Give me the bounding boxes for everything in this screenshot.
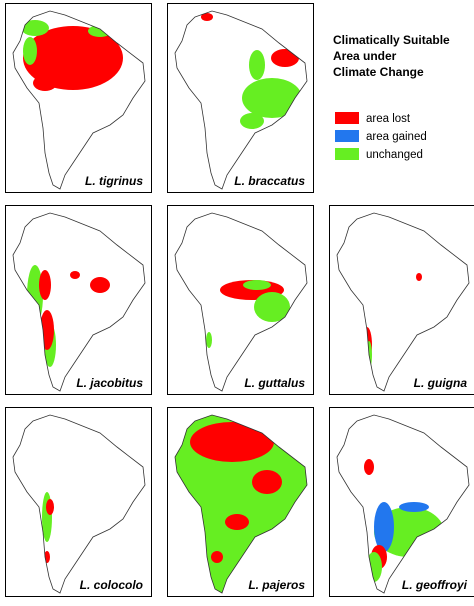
region: [252, 470, 282, 494]
species-label: L. tigrinus: [85, 174, 143, 188]
species-label: L. jacobitus: [76, 376, 143, 390]
region: [33, 75, 57, 91]
species-label: L. braccatus: [234, 174, 305, 188]
region: [211, 551, 223, 563]
region: [70, 271, 80, 279]
region: [249, 50, 265, 80]
map-panel: L. colocolo: [6, 408, 152, 597]
species-label: L. pajeros: [248, 578, 305, 592]
region: [243, 280, 271, 290]
region: [364, 459, 374, 475]
region: [39, 270, 51, 300]
species-label: L. geoffroyi: [402, 578, 468, 592]
region: [23, 37, 37, 65]
region: [206, 332, 212, 348]
panel-frame: [6, 408, 152, 597]
region: [225, 514, 249, 530]
region: [240, 113, 264, 129]
region: [90, 277, 110, 293]
legend-label: area lost: [366, 113, 411, 125]
map-panel: L. braccatus: [168, 4, 314, 193]
map-panel: L. guigna: [330, 206, 474, 395]
legend: Climatically Suitable Area under Climate C…: [333, 33, 450, 161]
species-label: L. colocolo: [80, 578, 143, 592]
map-panel: L. geoffroyi: [330, 408, 474, 597]
species-label: L. guigna: [414, 376, 468, 390]
map-panel: L. jacobitus: [6, 206, 152, 395]
legend-swatch: [335, 130, 359, 142]
panel-frame: [168, 206, 314, 395]
legend-label: area gained: [366, 131, 427, 143]
legend-swatch: [335, 112, 359, 124]
legend-swatch: [335, 148, 359, 160]
legend-title: Climatically Suitable: [333, 33, 450, 47]
panel-frame: [330, 408, 474, 597]
region: [399, 502, 429, 512]
legend-title: Area under: [333, 49, 397, 63]
map-panel: L. pajeros: [157, 397, 317, 597]
map-panel: L. guttalus: [168, 206, 314, 395]
region: [416, 273, 422, 281]
panel-frame: [330, 206, 474, 395]
region: [374, 502, 394, 552]
legend-label: unchanged: [366, 149, 423, 161]
species-label: L. guttalus: [244, 376, 305, 390]
map-panel: L. tigrinus: [6, 4, 152, 193]
legend-title: Climate Change: [333, 65, 424, 79]
region: [46, 499, 54, 515]
panel-frame: [6, 206, 152, 395]
